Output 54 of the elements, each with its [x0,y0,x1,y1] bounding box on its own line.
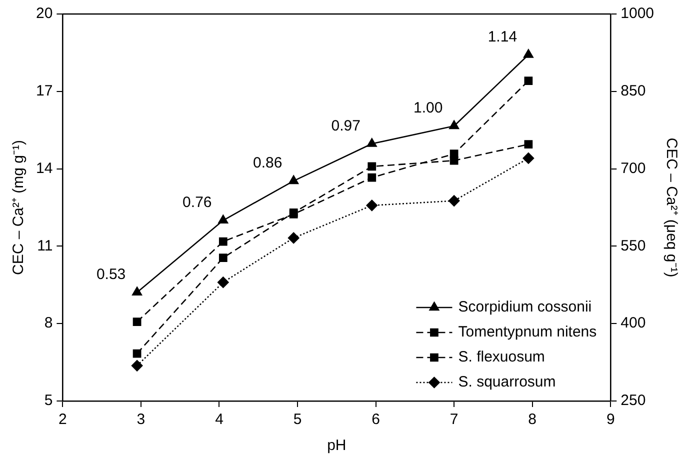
point [131,360,143,372]
y2-tick-label: 400 [620,314,646,332]
legend-label: Scorpidium cossonii [458,298,592,316]
point [368,173,376,182]
annotation: 0.53 [96,266,126,284]
y-axis-title: CEC – Ca²⁺ (mg g⁻¹) [10,140,28,276]
y2-tick-label: 700 [620,160,646,177]
x-tick-label: 2 [58,411,67,428]
y2-tick-label: 550 [620,237,646,254]
y2-axis-title: CEC – Ca²⁺ (μeq g⁻¹) [662,138,680,278]
annotation: 0.97 [331,117,360,134]
legend-label: Tomentypnum nitens [458,324,597,341]
y2-tick-label: 1000 [620,5,654,22]
point [366,138,377,147]
point [368,162,376,171]
point [132,286,142,296]
x-tick-label: 7 [450,411,458,428]
x-tick-label: 6 [372,411,380,428]
legend-label: S. squarrosum [458,374,556,391]
y2-tick-label: 250 [620,392,646,410]
x-tick-label: 8 [528,411,537,428]
y-tick-label: 14 [36,160,53,177]
y-tick-label: 11 [37,237,53,254]
y-tick-label: 20 [36,5,53,22]
point [450,150,458,158]
point [132,318,142,326]
y-tick-label: 17 [36,82,53,100]
point [523,49,534,58]
point [524,76,533,86]
point [218,276,229,288]
point [288,232,300,244]
annotation: 0.76 [182,194,212,212]
y2-tick-label: 850 [620,82,646,100]
x-tick-label: 5 [293,411,302,428]
x-axis-title: pH [327,437,346,454]
point [218,237,228,246]
point [218,254,228,262]
point [218,214,228,224]
point [366,200,378,212]
point [132,349,142,358]
legend-label: S. flexuosum [458,348,545,366]
annotation: 0.86 [253,154,282,172]
annotation: 1.14 [488,28,518,46]
point [522,152,534,164]
x-tick-label: 3 [136,411,146,428]
point [288,175,299,184]
annotation: 1.00 [413,100,443,117]
y-tick-label: 8 [44,314,53,332]
point [448,195,460,206]
y-tick-label: 5 [44,392,53,410]
x-tick-label: 4 [215,411,224,428]
x-tick-label: 9 [606,411,615,428]
point [449,120,460,130]
point [524,140,533,148]
